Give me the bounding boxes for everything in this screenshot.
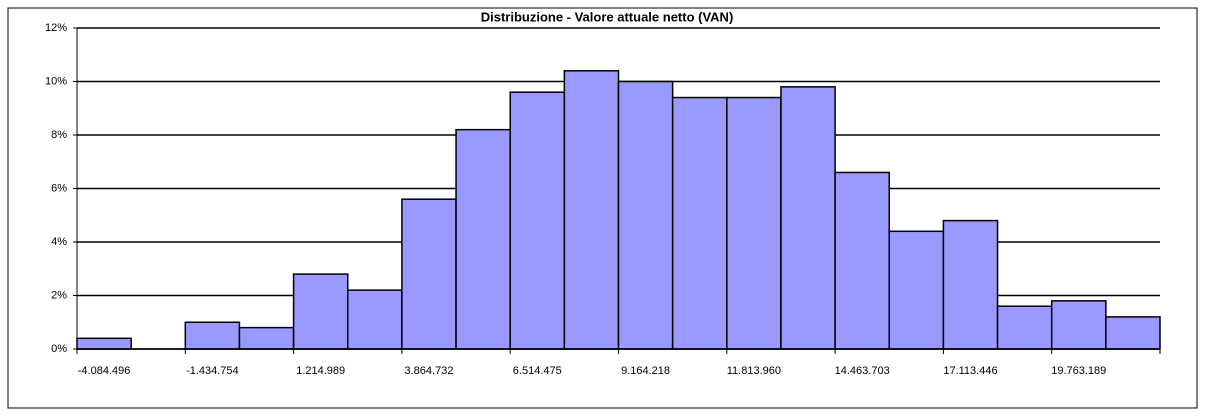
x-tick-label: 9.164.218 xyxy=(621,365,670,377)
bar xyxy=(726,96,782,350)
bar xyxy=(455,128,511,350)
x-tick-label: 11.813.960 xyxy=(727,365,781,377)
bar xyxy=(996,305,1053,350)
bar xyxy=(942,219,999,350)
x-tick-label: 14.463.703 xyxy=(835,365,890,377)
y-tick-label: 0% xyxy=(51,343,67,355)
bar xyxy=(184,321,241,350)
bar xyxy=(671,96,728,350)
bar xyxy=(401,198,457,350)
y-tick-label: 4% xyxy=(51,236,67,248)
chart-title: Distribuzione - Valore attuale netto (VA… xyxy=(481,9,734,24)
x-tick-label: 6.514.475 xyxy=(513,365,562,377)
bar xyxy=(780,86,836,350)
x-tick-label: 1.214.989 xyxy=(296,365,345,377)
bar xyxy=(1050,300,1107,350)
y-tick-label: 8% xyxy=(51,129,67,141)
bar xyxy=(834,171,890,350)
bar xyxy=(1105,316,1161,350)
x-tick-label: 3.864.732 xyxy=(405,365,454,377)
y-tick-label: 6% xyxy=(51,182,67,194)
x-tick-label: 19.763.189 xyxy=(1051,365,1106,377)
bar xyxy=(76,337,132,350)
x-tick-label: -4.084.496 xyxy=(78,365,131,377)
x-tick-label: -1.434.754 xyxy=(186,365,239,377)
bar xyxy=(509,91,566,350)
y-tick-label: 2% xyxy=(51,289,67,301)
bar xyxy=(888,230,945,350)
bar xyxy=(347,289,403,350)
bar xyxy=(292,273,349,350)
bar xyxy=(238,326,295,350)
y-tick-label: 10% xyxy=(45,75,67,87)
x-tick-label: 17.113.446 xyxy=(943,365,997,377)
bar xyxy=(563,70,620,350)
y-tick-label: 12% xyxy=(45,22,67,34)
bar xyxy=(617,80,674,350)
